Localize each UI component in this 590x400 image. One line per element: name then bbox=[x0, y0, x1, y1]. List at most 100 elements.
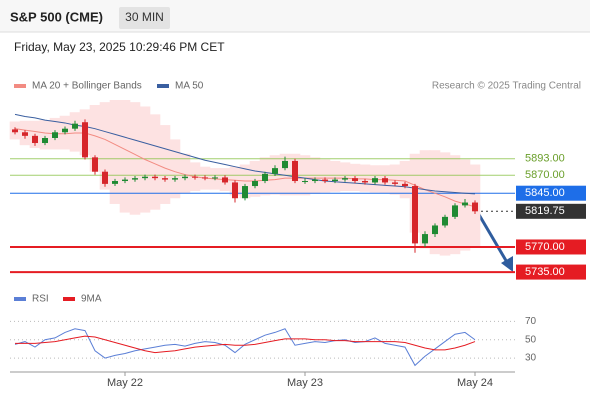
candle-body bbox=[212, 177, 218, 179]
rsi-legend-label: 9MA bbox=[81, 294, 102, 305]
level-label: 5819.75 bbox=[525, 205, 565, 217]
ma-line bbox=[14, 128, 476, 208]
candle-body bbox=[172, 178, 178, 180]
forecast-arrow bbox=[476, 212, 510, 265]
legend-label: MA 20 + Bollinger Bands bbox=[32, 81, 142, 92]
bollinger-band bbox=[319, 159, 331, 193]
candle-body bbox=[282, 160, 288, 169]
candle-body bbox=[322, 179, 328, 182]
rsi-tick-label: 30 bbox=[525, 353, 537, 364]
bollinger-band bbox=[149, 114, 161, 210]
bollinger-band bbox=[89, 105, 101, 172]
interval: 30 MIN bbox=[125, 10, 164, 24]
x-tick-label: May 22 bbox=[107, 377, 143, 389]
candle-body bbox=[142, 176, 148, 179]
candle-body bbox=[72, 123, 78, 129]
ma-line bbox=[14, 113, 476, 195]
legend-swatch bbox=[14, 84, 26, 88]
candle-body bbox=[342, 178, 348, 180]
level-label-box bbox=[516, 239, 586, 255]
candle-body bbox=[332, 179, 338, 182]
candle-body bbox=[472, 202, 478, 212]
bollinger-band bbox=[179, 153, 191, 194]
rsi-line bbox=[15, 335, 476, 354]
legend-label: MA 50 bbox=[175, 81, 204, 92]
candle-body bbox=[452, 205, 458, 217]
header-bar bbox=[0, 0, 590, 32]
candle-body bbox=[152, 176, 158, 179]
bollinger-band bbox=[119, 100, 131, 213]
candle-body bbox=[272, 168, 278, 174]
level-label-box bbox=[516, 185, 586, 201]
level-label: 5893.00 bbox=[525, 153, 565, 165]
level-label: 5845.00 bbox=[525, 187, 565, 199]
candle-body bbox=[22, 132, 28, 136]
rsi-legend-swatch bbox=[14, 297, 26, 301]
rsi-legend-swatch bbox=[63, 297, 75, 301]
bollinger-band bbox=[109, 100, 121, 204]
candle-body bbox=[162, 178, 168, 180]
candle-body bbox=[92, 157, 98, 172]
candle-body bbox=[112, 181, 118, 184]
candle-body bbox=[292, 160, 298, 182]
bollinger-band bbox=[389, 164, 401, 195]
candle-body bbox=[132, 178, 138, 180]
candle-body bbox=[442, 216, 448, 226]
candle-body bbox=[52, 132, 58, 138]
candle-body bbox=[62, 128, 68, 133]
candle-body bbox=[82, 122, 88, 158]
candle-body bbox=[382, 178, 388, 183]
subtitle: Friday, May 23, 2025 10:29:46 PM CET bbox=[14, 40, 225, 54]
level-label: 5770.00 bbox=[525, 241, 565, 253]
bollinger-band bbox=[99, 102, 111, 190]
chart-title: S&P 500 (CME) bbox=[10, 9, 103, 24]
bollinger-band bbox=[399, 160, 411, 199]
candle-body bbox=[42, 138, 48, 144]
level-label: 5735.00 bbox=[525, 266, 565, 278]
candle-body bbox=[392, 182, 398, 184]
rsi-tick-label: 70 bbox=[525, 316, 537, 327]
interval-box bbox=[119, 7, 170, 29]
bollinger-band bbox=[159, 125, 171, 204]
bollinger-band bbox=[69, 112, 81, 152]
forecast-arrowhead bbox=[501, 256, 513, 272]
candle-body bbox=[432, 225, 438, 235]
candle-body bbox=[122, 179, 128, 182]
bollinger-band bbox=[439, 152, 451, 256]
candle-body bbox=[232, 182, 238, 199]
candle-body bbox=[372, 178, 378, 183]
rsi-tick-label: 50 bbox=[525, 334, 537, 345]
candle-body bbox=[242, 186, 248, 199]
candle-body bbox=[12, 129, 18, 133]
bollinger-band bbox=[429, 150, 441, 255]
legend-swatch bbox=[157, 84, 169, 88]
bollinger-band bbox=[39, 120, 51, 150]
x-tick-label: May 24 bbox=[457, 377, 493, 389]
candle-body bbox=[202, 177, 208, 179]
candle-body bbox=[102, 171, 108, 184]
candle-body bbox=[182, 176, 188, 179]
candle-body bbox=[362, 181, 368, 183]
source: Research © 2025 Trading Central bbox=[432, 81, 581, 92]
candle-body bbox=[462, 202, 468, 206]
candle-body bbox=[412, 186, 418, 244]
candle-body bbox=[352, 178, 358, 182]
x-tick-label: May 23 bbox=[287, 377, 323, 389]
rsi-legend-label: RSI bbox=[32, 294, 49, 305]
candle-body bbox=[402, 183, 408, 187]
bollinger-band bbox=[279, 153, 291, 196]
level-label: 5870.00 bbox=[525, 169, 565, 181]
bollinger-band bbox=[359, 164, 371, 192]
candle-body bbox=[422, 234, 428, 244]
level-label-box bbox=[516, 203, 586, 219]
candle-body bbox=[262, 173, 268, 182]
bollinger-band bbox=[169, 139, 181, 199]
candle-body bbox=[312, 179, 318, 182]
bollinger-band bbox=[329, 160, 341, 192]
rsi-line bbox=[14, 328, 476, 367]
level-label-box bbox=[516, 264, 586, 280]
candle-body bbox=[32, 135, 38, 144]
candle-body bbox=[302, 181, 308, 183]
candle-body bbox=[192, 176, 198, 178]
